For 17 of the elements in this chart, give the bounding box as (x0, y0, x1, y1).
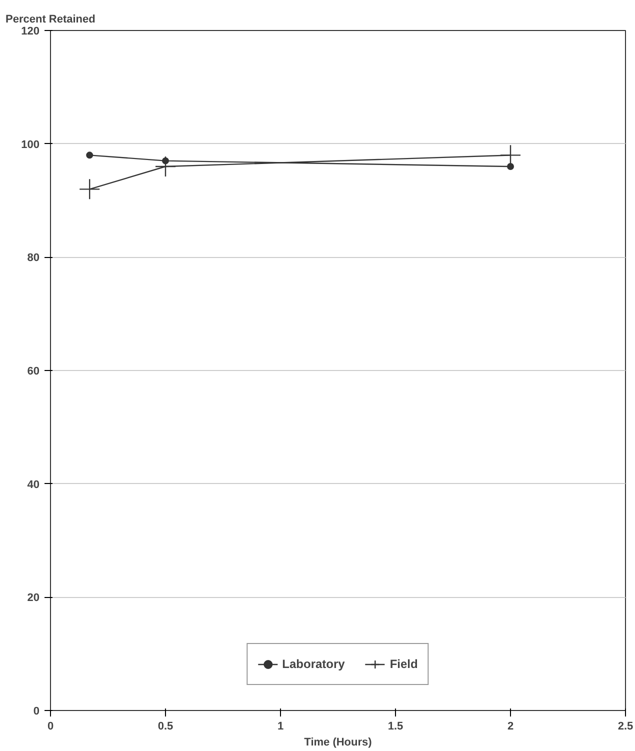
x-tick-label: 0 (47, 720, 54, 732)
y-tick-label: 0 (33, 706, 40, 718)
x-axis-title: Time (Hours) (304, 736, 372, 748)
x-tick-label: 1 (277, 720, 284, 732)
y-tick-label: 120 (21, 26, 40, 38)
legend-label: Laboratory (282, 657, 345, 671)
x-tick-label: 1.5 (388, 720, 404, 732)
legend-label: Field (390, 657, 418, 671)
y-tick-label: 60 (27, 366, 40, 378)
y-axis-title: Percent Retained (6, 14, 96, 26)
x-tick-label: 2 (507, 720, 514, 732)
y-tick-label: 40 (27, 478, 40, 491)
x-tick-label: 2.5 (618, 720, 634, 732)
y-tick-label: 100 (21, 138, 40, 151)
x-tick-label: 0.5 (158, 720, 174, 732)
y-tick-label: 20 (27, 592, 40, 604)
y-tick-label: 80 (27, 252, 40, 264)
